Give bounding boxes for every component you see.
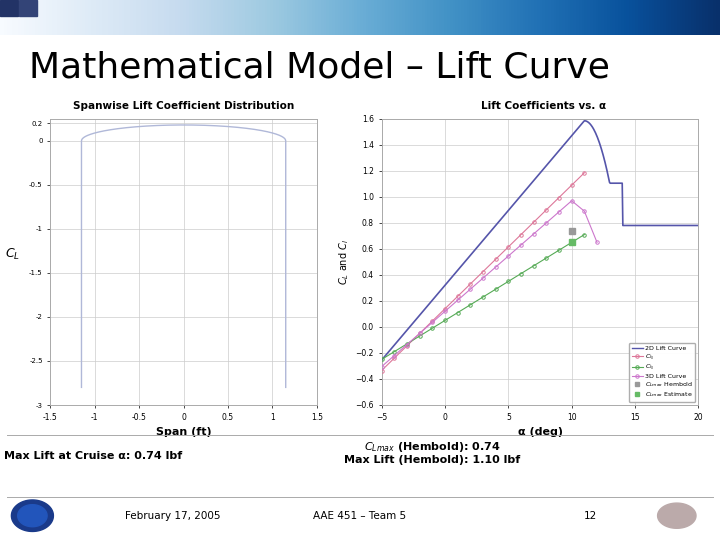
Y-axis label: $C_L$ and $C_l$: $C_L$ and $C_l$ [338, 239, 351, 285]
Text: Spanwise Lift Coefficient Distribution: Spanwise Lift Coefficient Distribution [73, 100, 294, 111]
Text: Max Lift at Cruise α: 0.74 lbf: Max Lift at Cruise α: 0.74 lbf [4, 451, 183, 461]
Polygon shape [18, 505, 47, 526]
Polygon shape [657, 503, 696, 528]
Legend: 2D Lift Curve, $C_{l_0}$, $C_{l_0}$, 3D Lift Curve, $C_{Lmax}$ Hembold, $C_{Lmax: 2D Lift Curve, $C_{l_0}$, $C_{l_0}$, 3D … [629, 343, 696, 402]
Y-axis label: $C_L$: $C_L$ [5, 247, 20, 262]
X-axis label: Span (ft): Span (ft) [156, 427, 212, 437]
Text: Lift Coefficients vs. α: Lift Coefficients vs. α [481, 100, 606, 111]
Text: Mathematical Model – Lift Curve: Mathematical Model – Lift Curve [29, 51, 610, 85]
Bar [19, 0, 37, 16]
Polygon shape [12, 500, 53, 531]
Text: Max Lift (Hembold): 1.10 lbf: Max Lift (Hembold): 1.10 lbf [344, 455, 520, 465]
Text: 12: 12 [584, 511, 597, 521]
Text: February 17, 2005: February 17, 2005 [125, 511, 220, 521]
Bar [0, 0, 18, 16]
X-axis label: α (deg): α (deg) [518, 427, 562, 437]
Text: AAE 451 – Team 5: AAE 451 – Team 5 [313, 511, 407, 521]
Text: $C_{Lmax}$ (Hembold): 0.74: $C_{Lmax}$ (Hembold): 0.74 [364, 440, 500, 454]
